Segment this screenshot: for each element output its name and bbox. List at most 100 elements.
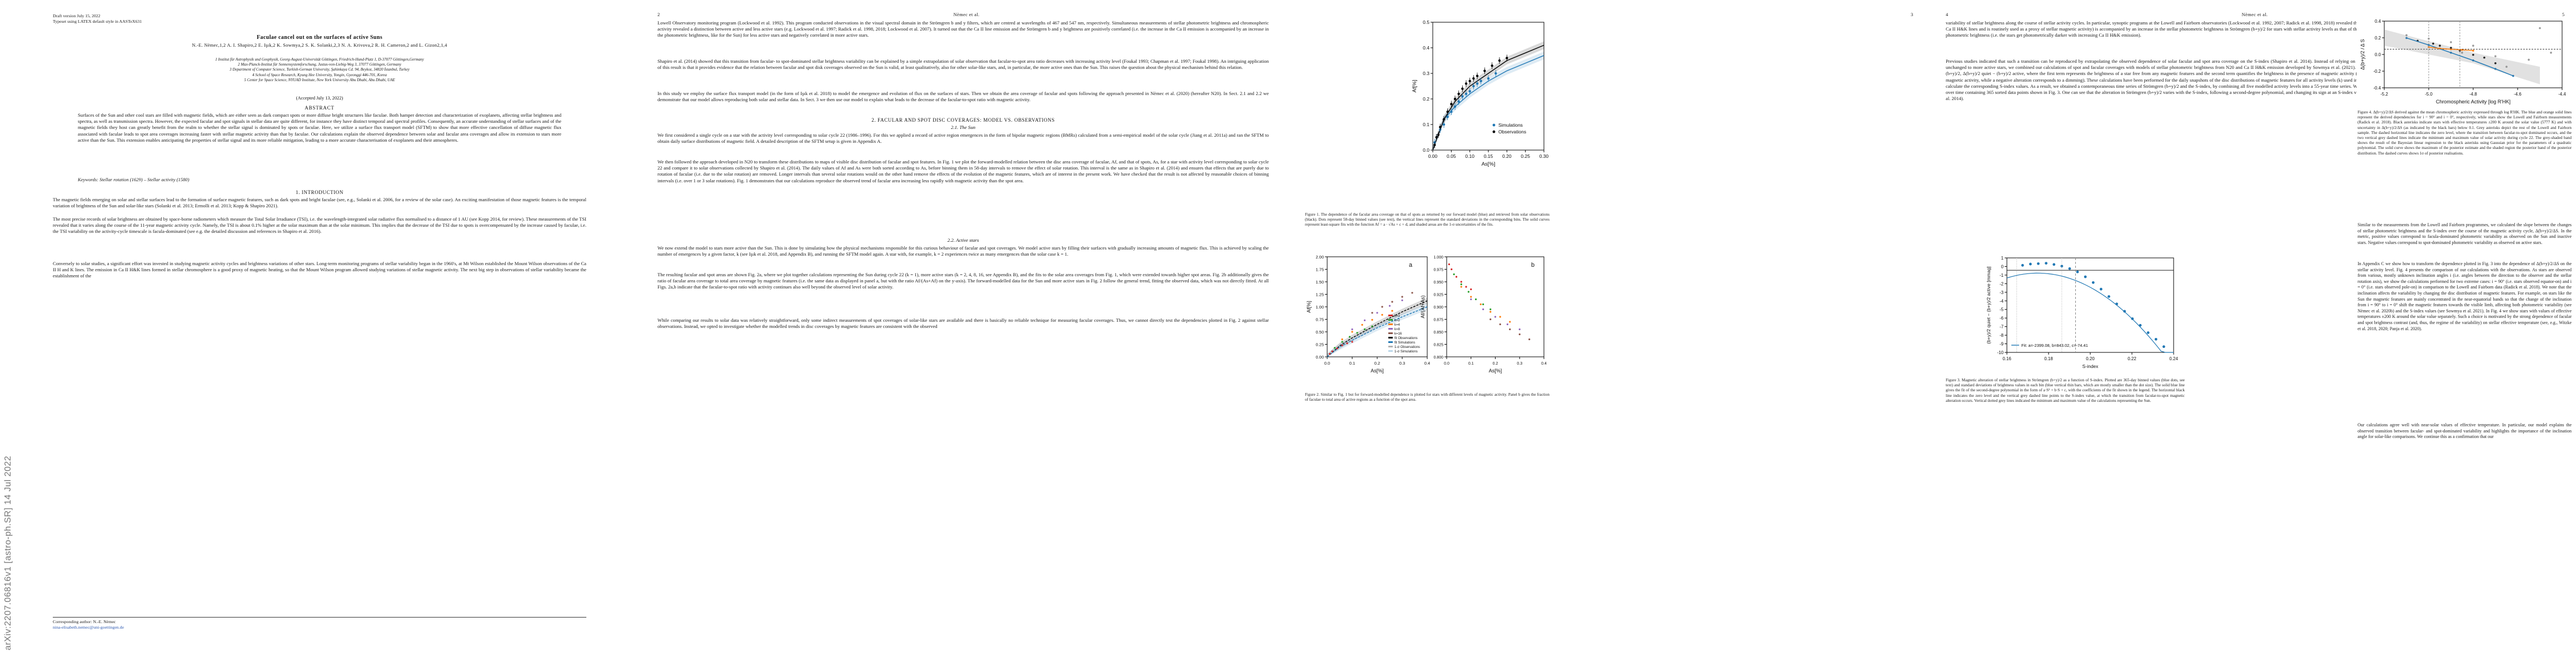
x-tick-label: 0.25 <box>1521 153 1530 159</box>
data-point <box>1467 291 1469 293</box>
y-tick-label: 0.925 <box>1433 293 1443 297</box>
data-point <box>2472 44 2474 47</box>
y-tick-label: -4 <box>2000 298 2004 303</box>
y-tick-label: 0.875 <box>1433 318 1443 322</box>
y-tick-label: -10 <box>1997 350 2004 355</box>
x-axis-label: As[%] <box>1371 368 1384 374</box>
footnote-rule <box>53 617 586 618</box>
legend-label: k=4 <box>1394 323 1401 327</box>
data-point <box>2494 62 2497 64</box>
fit-line <box>1432 44 1544 151</box>
data-point <box>2060 265 2064 268</box>
paper-page-1: arXiv:2207.06816v1 [astro-ph.SR] 14 Jul … <box>0 0 644 667</box>
y-tick-label: 0 <box>2001 264 2004 269</box>
y-tick-label: 0.975 <box>1433 268 1443 272</box>
data-point <box>1461 87 1464 90</box>
body-paragraph: Similar to the measurements from the Low… <box>2358 222 2572 245</box>
affiliation: 1 Institut für Astrophysik und Geophysik… <box>215 57 424 62</box>
data-point <box>1489 318 1492 321</box>
legend-marker <box>1492 130 1496 133</box>
figure-1-chart: 0.00 0.05 0.10 0.15 0.20 0.25 0.30 0.0 0.1 0.2 0.3… <box>1412 19 1549 167</box>
data-point <box>1489 311 1492 313</box>
figure-2-caption: Figure 2. Similar to Fig. 1 but for forw… <box>1305 392 1549 402</box>
legend-label: Fit: a=-2399.08, b=843.02, c=-74.41 <box>2021 343 2088 348</box>
x-axis-label: As[%] <box>1489 368 1502 374</box>
legend-label: k=8 <box>1394 328 1401 331</box>
legend-label: k=16 <box>1394 332 1402 336</box>
body-paragraph: Our calculations agree well with near-so… <box>2358 422 2572 440</box>
legend-label: Simulations <box>1498 122 1523 128</box>
y-tick-label: 0.4 <box>2375 19 2381 24</box>
affiliations: 1 Institut für Astrophysik und Geophysik… <box>56 57 584 83</box>
y-tick-label: 1.25 <box>1316 292 1324 297</box>
x-tick-label: -4.6 <box>2514 92 2522 97</box>
author-email-link[interactable]: nina-elisabeth.nemec@uni-goettingen.de <box>53 625 124 630</box>
y-tick-label: 0.0 <box>2375 52 2381 57</box>
figure-3-chart: 0.16 0.18 0.20 0.22 0.24 1 0 -1 -2 -3 -4 -5 -6 -7 -8 -9… <box>1986 256 2178 369</box>
subsection-heading: 2.2. Active stars <box>947 237 979 243</box>
data-point <box>1439 126 1442 128</box>
data-point <box>1336 347 1338 350</box>
data-point <box>1483 69 1486 72</box>
data-point <box>1468 90 1471 93</box>
page-number: 5 <box>2562 12 2565 17</box>
data-point <box>2100 287 2102 291</box>
legend-marker <box>1388 319 1393 321</box>
x-tick-label: 0.2 <box>1493 362 1498 366</box>
x-tick-label: 0.00 <box>1428 153 1438 159</box>
data-point <box>1474 298 1477 301</box>
body-paragraph: In this study we employ the surface flux… <box>657 91 1269 103</box>
x-tick-label: 0.10 <box>1465 153 1474 159</box>
legend-label: Observations <box>1498 129 1526 135</box>
data-point <box>2450 41 2452 43</box>
fit-uncertainty-band <box>1433 51 1544 151</box>
subsection-heading: 2.1. The Sun <box>951 125 975 130</box>
x-tick-label: 0.15 <box>1484 153 1493 159</box>
page-number: 4 <box>1946 12 1949 17</box>
figure-4-caption: Figure 4. Δ(b+y)/2/ΔS derived against th… <box>2358 110 2572 156</box>
x-tick-label: -4.4 <box>2558 92 2566 97</box>
figure-2b-chart: 0.0 0.1 0.2 0.3 0.40.8000.8250.8500.8750.900… <box>1420 256 1547 374</box>
data-point <box>1457 100 1460 103</box>
x-tick-label: 0.16 <box>2002 356 2011 361</box>
y-axis-label: Af/(Af+As) <box>1420 295 1426 318</box>
y-tick-label: 0.2 <box>2375 36 2381 41</box>
data-point <box>1506 323 1508 326</box>
paper-page-3: 3 0.00 0.05 0.10 0.15 0.20 0.25 0.30 0.0 0.1 0.2 0… <box>1288 0 1932 667</box>
legend-label: fit Simulations <box>1394 341 1415 345</box>
data-point <box>1451 268 1453 271</box>
data-point <box>1363 319 1366 321</box>
x-tick-label: -4.8 <box>2469 92 2477 97</box>
data-point <box>1348 336 1351 338</box>
data-point <box>1479 79 1482 82</box>
y-tick-label: 0.850 <box>1433 331 1443 335</box>
data-point <box>2432 42 2434 45</box>
x-tick-label: 0.18 <box>2044 356 2053 361</box>
affiliation: 2 Max-Planck-Institut für Sonnensystemfo… <box>238 62 401 67</box>
data-point <box>1465 286 1467 288</box>
x-tick-label: 0.20 <box>1502 153 1512 159</box>
data-point <box>2461 52 2463 54</box>
y-tick-label: -1 <box>2000 273 2004 278</box>
legend-marker <box>1388 332 1393 334</box>
data-point <box>1494 316 1497 318</box>
y-tick-label: 2.00 <box>1316 255 1324 260</box>
data-point <box>2154 337 2158 341</box>
x-tick-label: 0.1 <box>1349 361 1355 366</box>
data-point <box>2528 58 2530 61</box>
typeset-line: Typeset using LATEX default style in AAS… <box>53 19 142 24</box>
fit-line <box>1432 55 1544 151</box>
y-tick-label: 0.2 <box>1423 96 1429 102</box>
data-point <box>1464 82 1468 85</box>
legend-marker <box>1388 337 1393 339</box>
data-point <box>1361 323 1363 326</box>
data-point <box>1437 133 1440 136</box>
y-tick-label: 0.5 <box>1423 19 1429 25</box>
data-point <box>1470 296 1472 298</box>
data-point <box>1331 350 1333 352</box>
data-point <box>1346 342 1348 345</box>
section-heading: 1. INTRODUCTION <box>296 190 343 195</box>
y-tick-label: -7 <box>2000 325 2004 330</box>
affiliation: 3 Department of Computer Science, Turkis… <box>230 67 410 72</box>
y-axis-label: Δ(b+y)/2 / Δ S <box>2360 39 2365 69</box>
